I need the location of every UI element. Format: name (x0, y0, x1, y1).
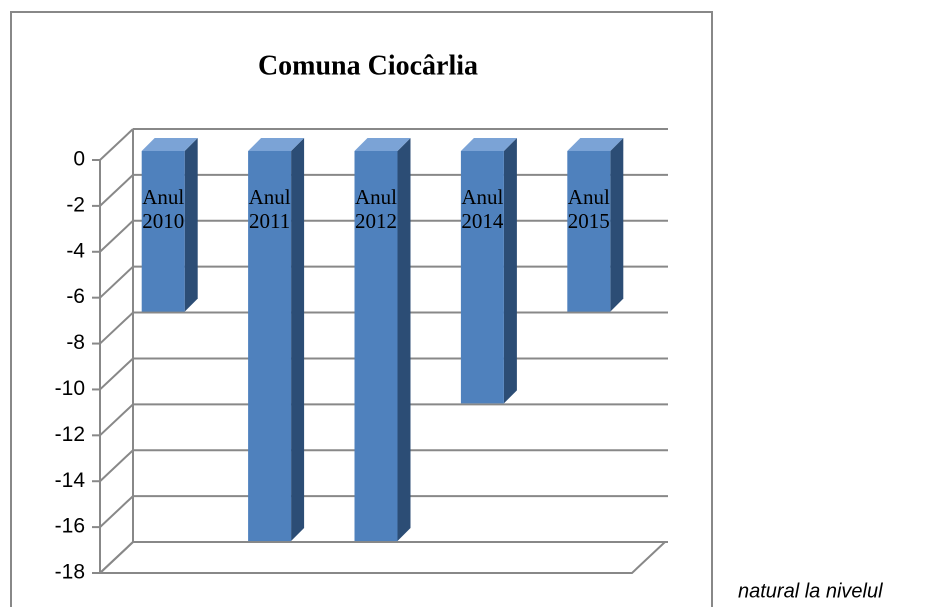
y-tick-label: -12 (55, 423, 85, 446)
bar-top (248, 138, 305, 151)
x-label-box: Anul 2010 (142, 185, 185, 234)
bar-side (397, 138, 411, 542)
bar-front (248, 151, 292, 542)
y-tick-label: -2 (66, 193, 85, 216)
bar (354, 138, 411, 542)
bar (460, 138, 517, 404)
x-tick-label: Anul 2012 (355, 185, 397, 234)
x-label-box: Anul 2011 (248, 185, 291, 234)
grid-line-side (99, 495, 134, 528)
y-tick-label: -16 (55, 515, 85, 538)
bar-front (141, 151, 185, 312)
x-label-box: Anul 2015 (567, 185, 610, 234)
caption: natural la nivelul (738, 580, 883, 602)
x-tick-label: Anul 2011 (248, 185, 291, 234)
bar-front (354, 151, 398, 542)
grid-line-side (99, 174, 134, 207)
grid-line-side (99, 311, 134, 345)
y-tick-label: -4 (66, 239, 85, 262)
y-tick-label: -14 (55, 469, 86, 492)
bar-front (460, 151, 504, 404)
x-label-box: Anul 2014 (461, 185, 504, 234)
x-label-box: Anul 2012 (355, 185, 397, 234)
bar (248, 138, 305, 542)
grid-line-side (99, 357, 134, 391)
bar-top (141, 138, 198, 151)
grid-line-side (99, 220, 134, 253)
chart-title: Comuna Ciocârlia (258, 50, 478, 81)
grid-line-side (99, 403, 134, 437)
bar-side (503, 138, 517, 404)
bar (567, 138, 624, 312)
bar-side (610, 138, 624, 312)
y-tick-label: -8 (66, 331, 85, 354)
x-tick-label: Anul 2015 (567, 185, 610, 234)
x-tick-label: Anul 2010 (142, 185, 185, 234)
grid-line-side (99, 128, 134, 161)
bar-top (567, 138, 624, 151)
bar-top (460, 138, 517, 151)
grid-line-side (99, 541, 134, 574)
bar-side (291, 138, 305, 542)
bar-front (567, 151, 611, 312)
grid-line-side (99, 449, 134, 482)
bar-top (354, 138, 411, 151)
x-tick-label: Anul 2014 (461, 185, 504, 234)
bar-side (184, 138, 198, 312)
y-tick-label: -18 (55, 561, 85, 584)
grid-line-side (99, 265, 134, 299)
y-tick-label: 0 (73, 148, 85, 171)
y-tick-label: -6 (66, 285, 85, 308)
y-tick-label: -10 (55, 377, 85, 400)
bar (141, 138, 198, 312)
